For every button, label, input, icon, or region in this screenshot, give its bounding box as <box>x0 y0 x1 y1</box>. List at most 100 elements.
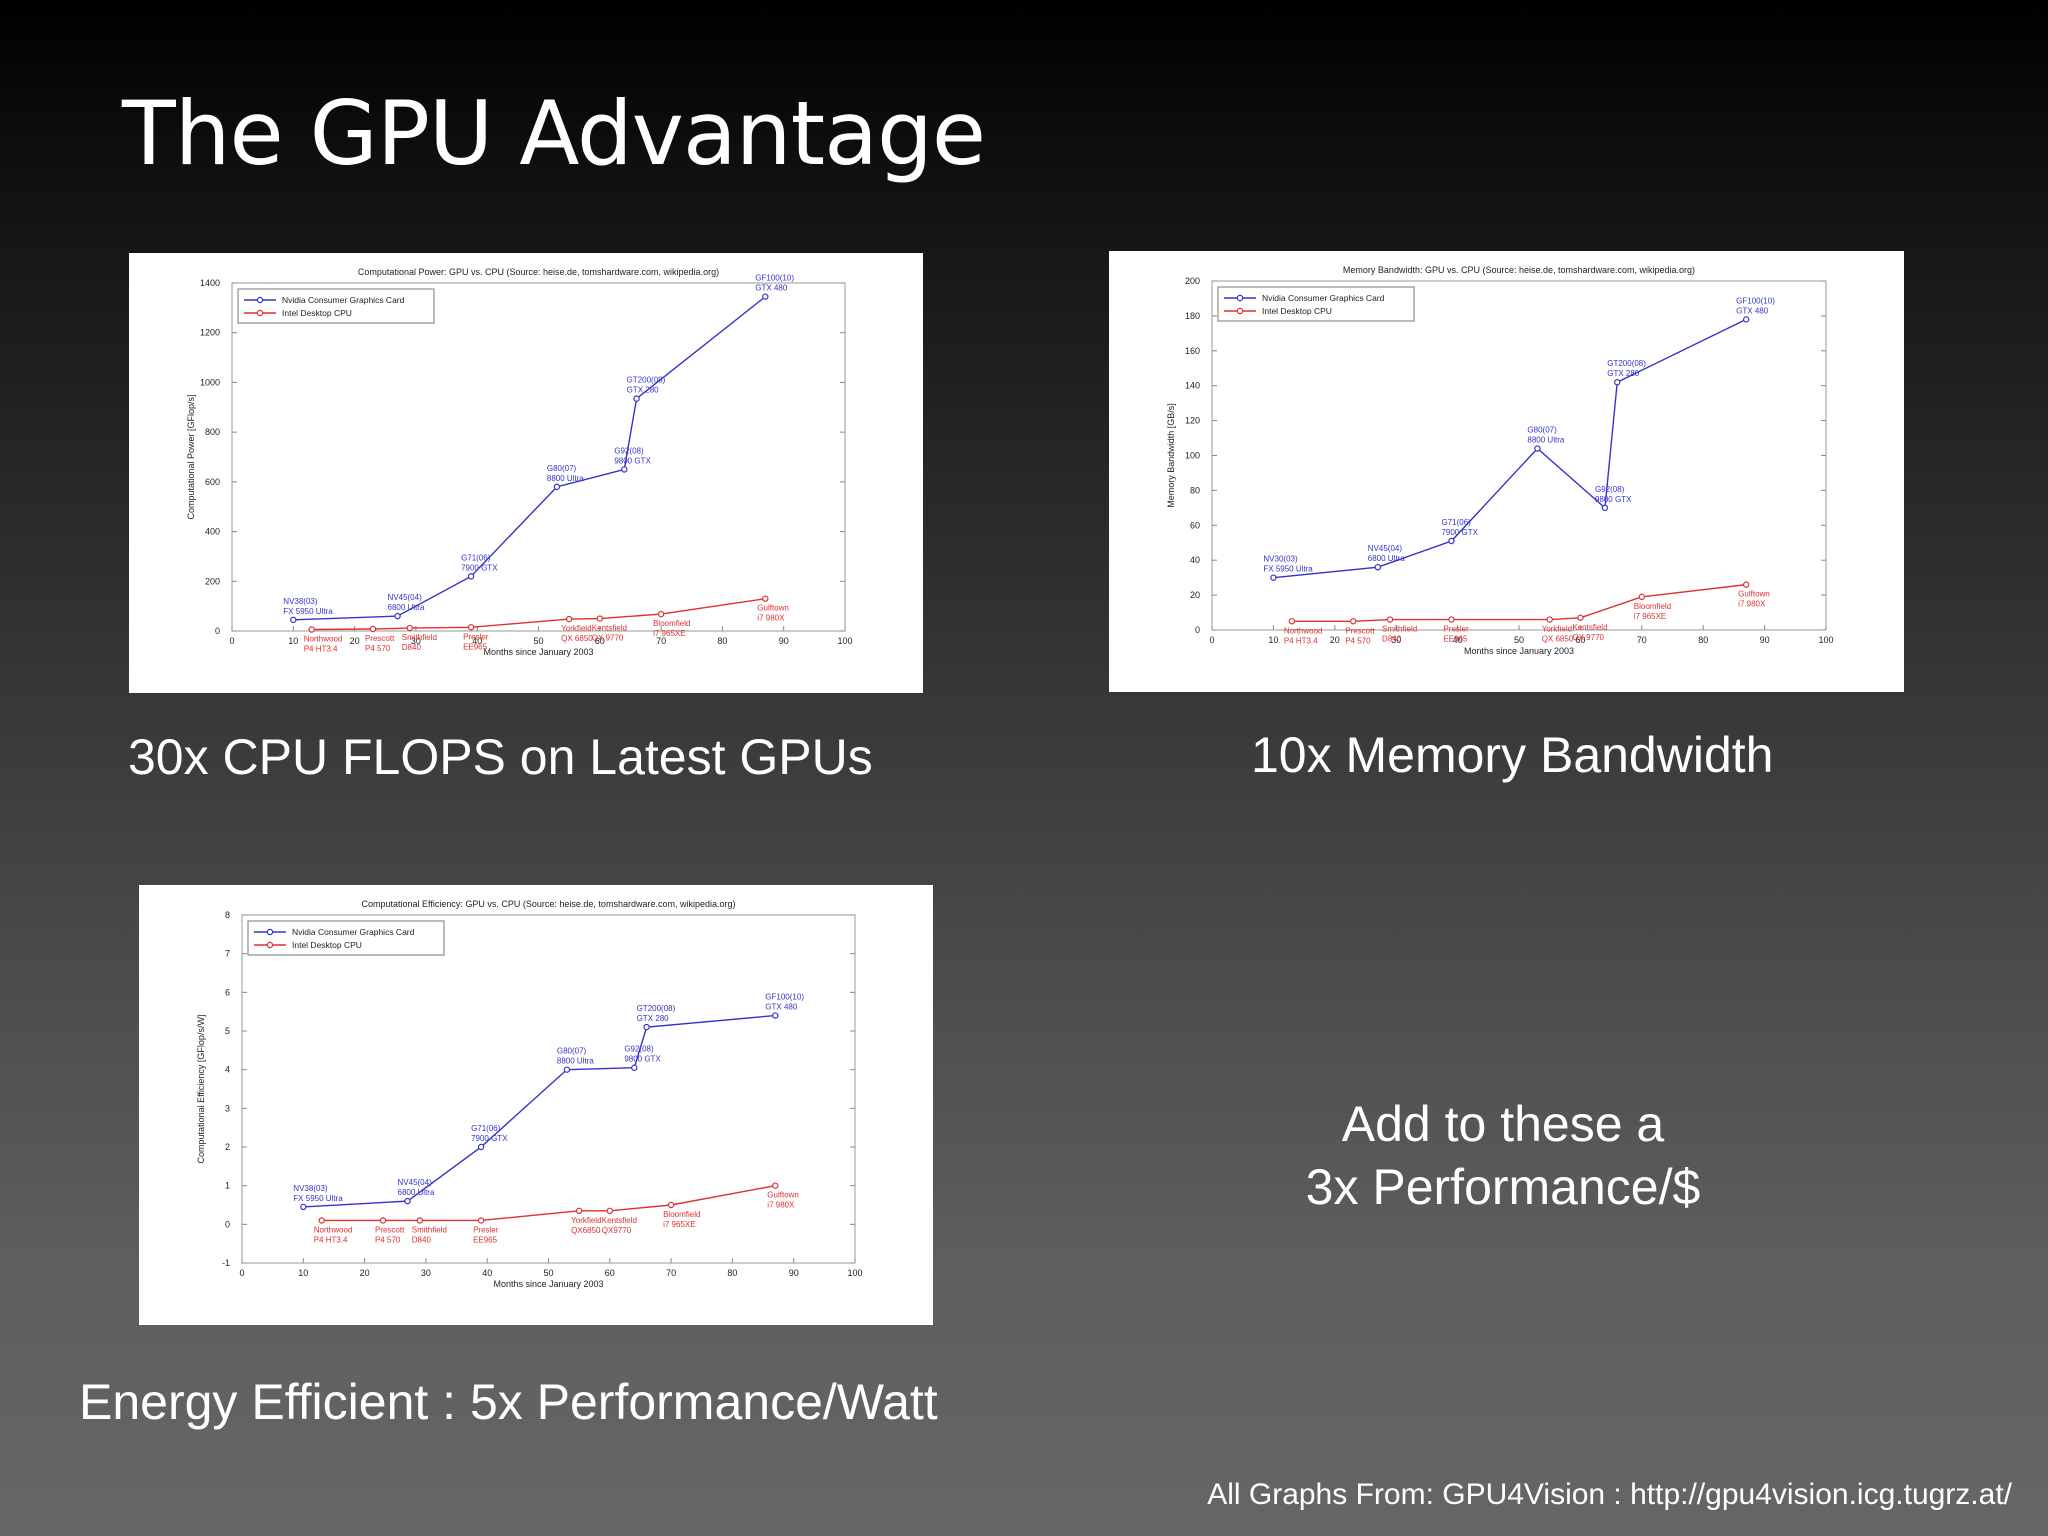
y-tick-label: 5 <box>225 1026 230 1036</box>
gpu-point-label: GF100(10) GTX 480 <box>765 993 804 1012</box>
point-label-line: GTX 280 <box>627 386 660 395</box>
y-tick-label: 200 <box>205 576 220 586</box>
gpu-data-point <box>404 1197 411 1205</box>
point-label-line: NV45(04) <box>388 593 423 602</box>
bandwidth-chart: Memory Bandwidth: GPU vs. CPU (Source: h… <box>1109 251 1904 692</box>
point-label-line: Kentsfield <box>1572 623 1607 632</box>
point-label-line: i7 980X <box>1738 600 1766 609</box>
gpu-data-point <box>563 1066 571 1073</box>
point-label-line: Northwood <box>314 1225 353 1234</box>
cpu-data-point <box>762 595 769 602</box>
cpu-series-line <box>311 597 766 631</box>
cpu-data-point <box>1350 618 1357 625</box>
point-label-line: G92(08) <box>1595 485 1625 494</box>
cpu-data-point <box>1577 614 1584 621</box>
x-tick-label: 80 <box>1698 635 1708 645</box>
cpu-point-label: Prescott P4 570 <box>375 1225 405 1244</box>
x-tick-label: 40 <box>482 1268 492 1278</box>
cpu-data-point <box>369 625 377 633</box>
x-tick-label: 60 <box>1575 635 1585 645</box>
gpu-point-label: NV45(04) 6800 Ultra <box>388 593 425 612</box>
point-label-line: Kentsfield <box>592 624 627 633</box>
point-label-line: FX 5950 Ultra <box>293 1194 343 1203</box>
cpu-point-label: Bloomfield i7 965XE <box>1634 602 1671 621</box>
y-tick-label: 1400 <box>200 278 220 288</box>
y-axis-label: Memory Bandwidth [GB/s] <box>1166 403 1176 508</box>
gpu-data-point <box>394 612 401 620</box>
y-tick-label: 600 <box>205 477 220 487</box>
y-tick-label: 800 <box>205 427 220 437</box>
gpu-data-point <box>1614 379 1621 386</box>
efficiency-chart: Computational Efficiency: GPU vs. CPU (S… <box>139 885 933 1325</box>
cpu-data-point <box>1386 616 1394 623</box>
legend-marker <box>266 941 274 949</box>
point-label-line: D840 <box>402 643 422 652</box>
point-label-line: D840 <box>412 1235 432 1244</box>
point-label-line: 8800 Ultra <box>547 474 584 483</box>
point-label-line: NV45(04) <box>1368 544 1403 553</box>
y-tick-label: 400 <box>205 527 220 537</box>
note-line-1: Add to these a <box>1341 1096 1665 1152</box>
point-label-line: NV45(04) <box>398 1178 433 1187</box>
cpu-data-point <box>1742 581 1750 588</box>
point-label-line: Gulftown <box>757 604 789 613</box>
y-tick-label: 7 <box>225 949 230 959</box>
note-line-2: 3x Performance/$ <box>1305 1159 1701 1215</box>
gpu-data-point <box>1270 574 1277 581</box>
point-label-line: 7900 GTX <box>461 563 498 572</box>
x-tick-label: 10 <box>288 636 298 646</box>
gpu-point-label: GF100(10) GTX 480 <box>1736 296 1775 315</box>
legend-label: Nvidia Consumer Graphics Card <box>292 927 415 937</box>
point-label-line: FX 5950 Ultra <box>283 607 333 616</box>
point-label-line: Prescott <box>365 634 395 643</box>
y-tick-label: 40 <box>1190 555 1200 565</box>
gpu-data-point <box>1534 445 1541 452</box>
point-label-line: FX 5950 Ultra <box>1263 565 1313 574</box>
point-label-line: P4 HT3.4 <box>304 645 338 654</box>
y-tick-label: -1 <box>222 1258 230 1268</box>
x-tick-label: 0 <box>1209 635 1214 645</box>
legend-marker <box>1236 307 1244 315</box>
gpu-point-label: GT200(08) GTX 280 <box>627 376 666 395</box>
point-label-line: Presler <box>463 632 489 641</box>
point-label-line: Gulftown <box>767 1191 799 1200</box>
legend-label: Intel Desktop CPU <box>1262 306 1332 316</box>
gpu-series-line <box>303 1014 776 1208</box>
point-label-line: 8800 Ultra <box>1527 436 1564 445</box>
efficiency-caption: Energy Efficient : 5x Performance/Watt <box>79 1374 938 1430</box>
cpu-point-label: Kentsfield QX 9770 <box>1572 623 1607 642</box>
point-label-line: GF100(10) <box>1736 296 1775 305</box>
x-tick-label: 100 <box>1818 635 1833 645</box>
cpu-point-label: Prescott P4 570 <box>1345 626 1375 645</box>
gpu-point-label: G80(07) 8800 Ultra <box>557 1047 594 1066</box>
legend-marker <box>256 309 264 317</box>
point-label-line: EE965 <box>473 1235 498 1244</box>
point-label-line: GT200(08) <box>627 376 666 385</box>
gpu-data-point <box>1374 563 1381 571</box>
cpu-point-label: Northwood P4 HT3.4 <box>1284 626 1323 645</box>
gpu-data-point <box>290 616 297 624</box>
gpu-data-point <box>300 1203 307 1211</box>
legend-box <box>247 920 445 956</box>
y-tick-label: 0 <box>225 1219 230 1229</box>
cpu-data-point <box>606 1207 613 1214</box>
plot-frame <box>231 282 846 632</box>
point-label-line: i7 980X <box>757 614 785 623</box>
gpu-point-label: NV45(04) 6800 Ultra <box>1368 544 1405 563</box>
point-label-line: G80(07) <box>1527 426 1557 435</box>
point-label-line: Yorkfield <box>1542 625 1572 634</box>
point-label-line: Yorkfield <box>571 1216 601 1225</box>
y-tick-label: 200 <box>1185 276 1200 286</box>
cpu-point-label: Prescott P4 570 <box>365 634 395 653</box>
point-label-line: Gulftown <box>1738 590 1770 599</box>
gpu-data-point <box>553 483 561 491</box>
gpu-data-point <box>772 1012 779 1019</box>
x-axis-label: Months since January 2003 <box>483 647 593 657</box>
y-tick-label: 4 <box>225 1065 230 1075</box>
bandwidth-chart-svg: Memory Bandwidth: GPU vs. CPU (Source: h… <box>1166 265 1834 656</box>
cpu-data-point <box>575 1207 583 1214</box>
efficiency-chart-svg: Computational Efficiency: GPU vs. CPU (S… <box>196 899 863 1289</box>
legend-label: Nvidia Consumer Graphics Card <box>282 295 405 305</box>
point-label-line: QX9770 <box>602 1226 632 1235</box>
point-label-line: GTX 480 <box>1736 306 1769 315</box>
